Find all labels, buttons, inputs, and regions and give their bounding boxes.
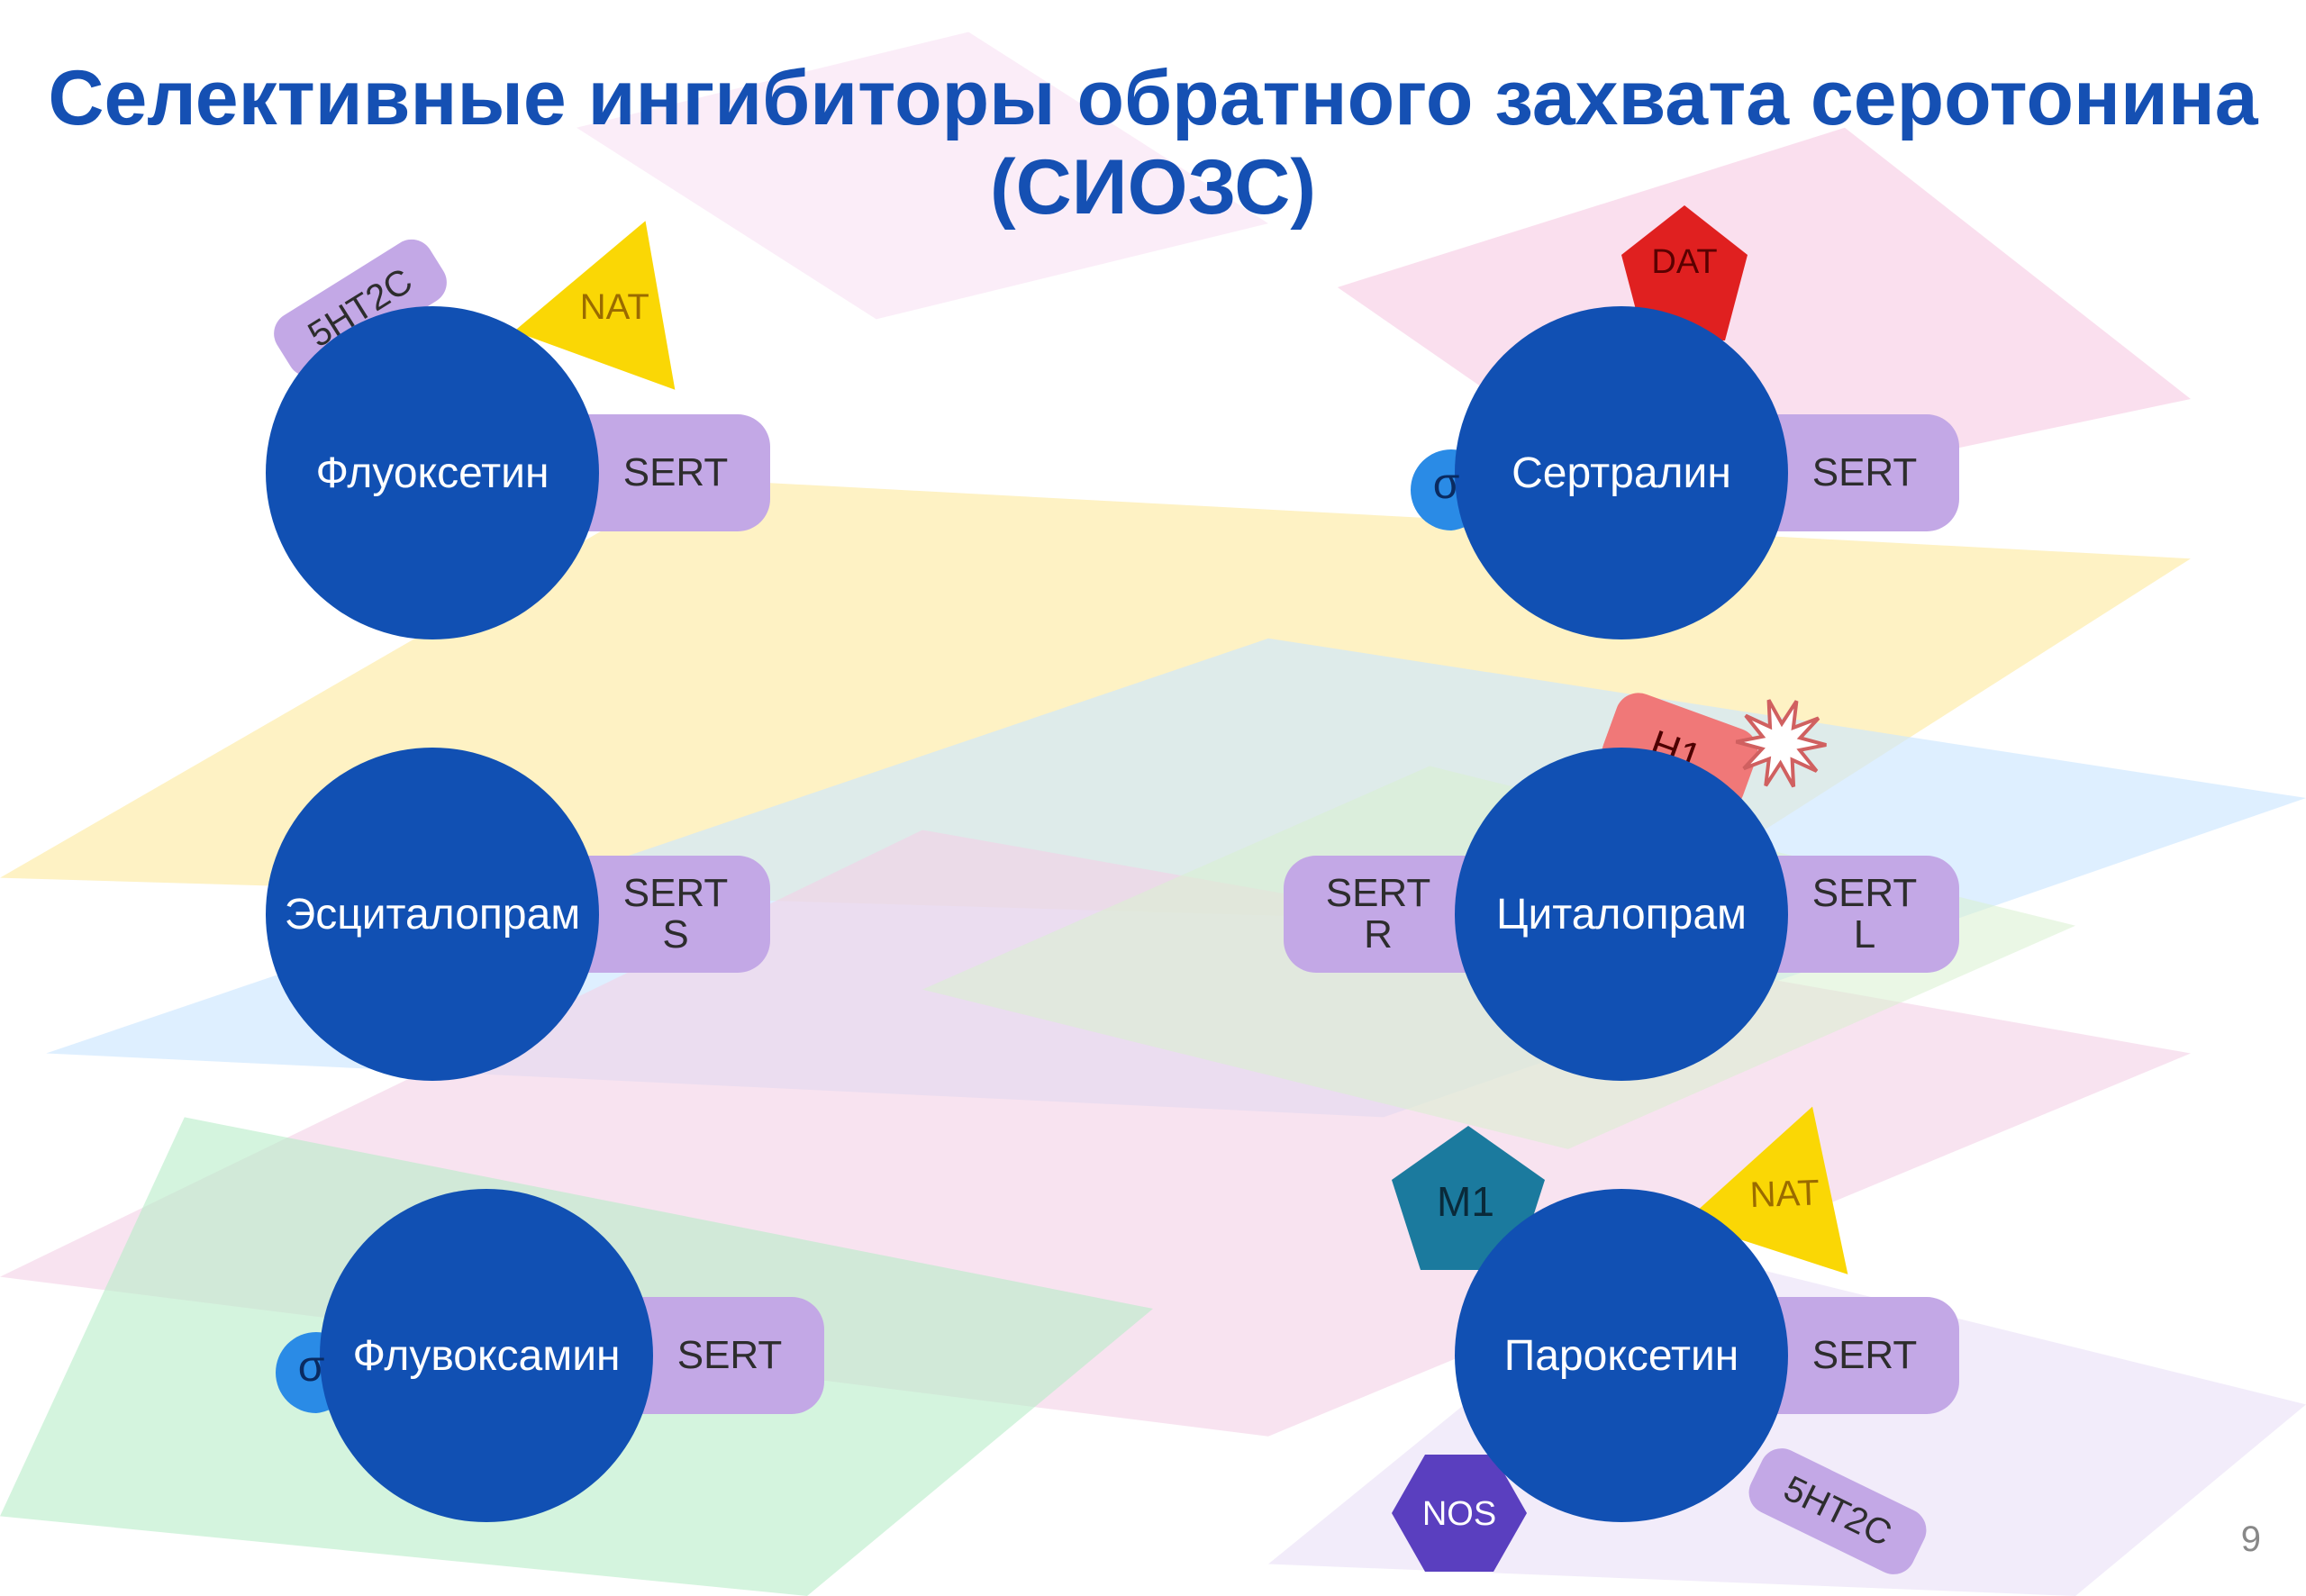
drug-label: Флуоксетин xyxy=(316,449,549,498)
drug-node-escitalopram: Эсциталопрам xyxy=(266,748,599,1081)
page-number: 9 xyxy=(2241,1519,2261,1560)
sert-label: SERT xyxy=(632,1335,783,1376)
svg-text:NAT: NAT xyxy=(580,287,649,327)
sert-label: SERT xyxy=(1767,1335,1918,1376)
drug-label: Пароксетин xyxy=(1504,1331,1739,1381)
drug-label: Флувоксамин xyxy=(352,1331,620,1381)
svg-text:NOS: NOS xyxy=(1422,1495,1496,1533)
drug-label: Эсциталопрам xyxy=(285,890,581,939)
drug-node-sertraline: Сертралин xyxy=(1455,306,1788,639)
diagram-stage: 5HT2CNATSERTФлуоксетинSERTSЭсциталопрамS… xyxy=(0,0,2306,1596)
sert-sublabel: S xyxy=(617,914,688,956)
receptor-tab: 5HT2C xyxy=(1741,1441,1933,1582)
sert-sublabel: R xyxy=(1364,914,1438,956)
sert-label: SERT xyxy=(578,452,729,494)
drug-node-fluvoxamine: Флувоксамин xyxy=(320,1189,653,1522)
drug-label: Сертралин xyxy=(1512,449,1731,498)
drug-label: Циталопрам xyxy=(1496,890,1747,939)
svg-text:M1: M1 xyxy=(1437,1178,1494,1225)
svg-text:NAT: NAT xyxy=(1749,1173,1820,1215)
slide-title: Селективные ингибиторы обратного захвата… xyxy=(0,54,2306,232)
drug-node-fluoxetine: Флуоксетин xyxy=(266,306,599,639)
drug-node-citalopram: Циталопрам xyxy=(1455,748,1788,1081)
sigma-label: σ xyxy=(1433,459,1460,509)
sert-label: SERT xyxy=(1767,873,1918,914)
sert-label: SERT xyxy=(1326,873,1476,914)
svg-text:DAT: DAT xyxy=(1651,243,1717,281)
sert-sublabel: L xyxy=(1809,914,1875,956)
sert-label: SERT xyxy=(1767,452,1918,494)
sigma-label: σ xyxy=(298,1342,325,1392)
drug-node-paroxetine: Пароксетин xyxy=(1455,1189,1788,1522)
sert-label: SERT xyxy=(578,873,729,914)
